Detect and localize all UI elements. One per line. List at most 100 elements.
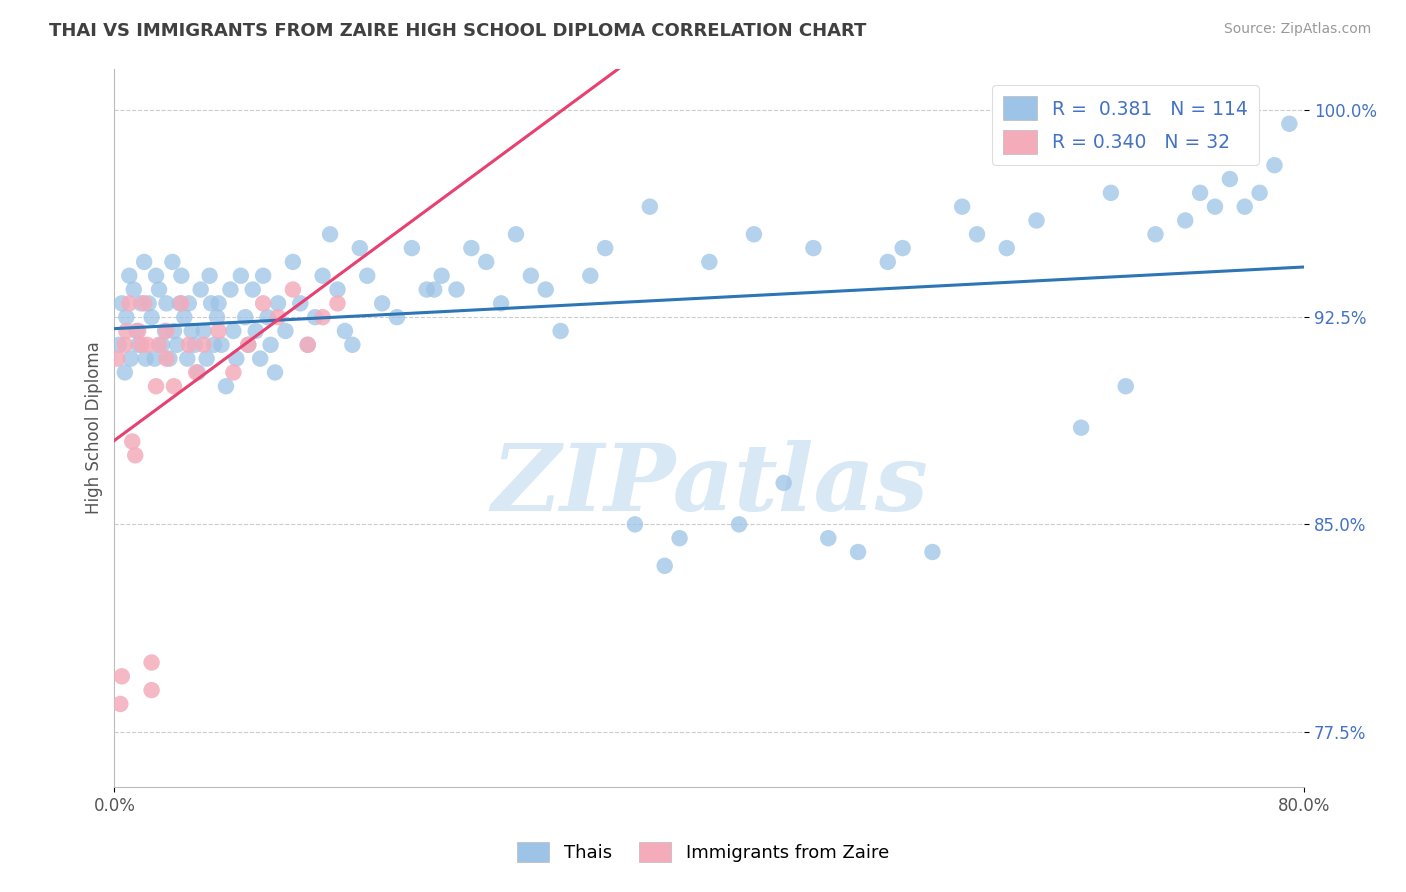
Point <box>115 324 138 338</box>
Point <box>134 296 156 310</box>
Point <box>803 241 825 255</box>
Point <box>876 255 898 269</box>
Point <box>136 338 159 352</box>
Point <box>249 351 271 366</box>
Point <box>593 241 616 255</box>
Point <box>304 310 326 325</box>
Point <box>124 448 146 462</box>
Point <box>150 338 173 352</box>
Point <box>153 324 176 338</box>
Point <box>311 268 333 283</box>
Point <box>219 283 242 297</box>
Text: ZIPatlas: ZIPatlas <box>491 440 928 530</box>
Point <box>1144 227 1167 242</box>
Text: THAI VS IMMIGRANTS FROM ZAIRE HIGH SCHOOL DIPLOMA CORRELATION CHART: THAI VS IMMIGRANTS FROM ZAIRE HIGH SCHOO… <box>49 22 866 40</box>
Point <box>183 338 205 352</box>
Point <box>225 351 247 366</box>
Point <box>259 338 281 352</box>
Point <box>995 241 1018 255</box>
Point <box>159 351 181 366</box>
Point <box>333 324 356 338</box>
Point <box>505 227 527 242</box>
Point <box>1115 379 1137 393</box>
Point <box>198 268 221 283</box>
Point <box>163 379 186 393</box>
Point <box>371 296 394 310</box>
Point <box>125 324 148 338</box>
Point <box>135 351 157 366</box>
Point <box>921 545 943 559</box>
Text: Source: ZipAtlas.com: Source: ZipAtlas.com <box>1223 22 1371 37</box>
Point <box>654 558 676 573</box>
Point <box>170 268 193 283</box>
Point <box>430 268 453 283</box>
Point <box>176 351 198 366</box>
Point <box>624 517 647 532</box>
Point <box>114 366 136 380</box>
Point <box>534 283 557 297</box>
Y-axis label: High School Diploma: High School Diploma <box>86 342 103 514</box>
Point <box>728 517 751 532</box>
Point <box>180 324 202 338</box>
Point <box>177 296 200 310</box>
Point <box>550 324 572 338</box>
Point <box>163 324 186 338</box>
Point <box>162 255 184 269</box>
Point <box>817 531 839 545</box>
Point <box>697 255 720 269</box>
Point <box>311 310 333 325</box>
Point <box>170 296 193 310</box>
Point <box>141 656 163 670</box>
Point <box>211 338 233 352</box>
Point <box>1233 200 1256 214</box>
Point <box>1278 117 1301 131</box>
Point <box>1099 186 1122 200</box>
Point <box>120 351 142 366</box>
Point <box>222 366 245 380</box>
Point <box>281 283 304 297</box>
Point <box>668 531 690 545</box>
Point <box>638 200 661 214</box>
Point <box>1204 200 1226 214</box>
Point <box>489 296 512 310</box>
Point <box>446 283 468 297</box>
Point <box>1174 213 1197 227</box>
Point <box>121 434 143 449</box>
Point <box>148 338 170 352</box>
Point <box>115 310 138 325</box>
Point <box>950 200 973 214</box>
Point <box>252 268 274 283</box>
Point <box>229 268 252 283</box>
Point <box>155 324 177 338</box>
Point <box>114 338 136 352</box>
Point <box>252 296 274 310</box>
Point <box>145 268 167 283</box>
Point <box>1189 186 1212 200</box>
Point <box>290 296 312 310</box>
Point <box>264 366 287 380</box>
Point <box>205 310 228 325</box>
Point <box>423 283 446 297</box>
Point <box>138 296 160 310</box>
Point <box>155 351 177 366</box>
Point <box>145 379 167 393</box>
Point <box>297 338 319 352</box>
Point <box>319 227 342 242</box>
Point <box>127 338 149 352</box>
Point <box>173 310 195 325</box>
Point <box>195 351 218 366</box>
Point <box>579 268 602 283</box>
Point <box>256 310 278 325</box>
Point <box>267 296 290 310</box>
Point <box>148 283 170 297</box>
Point <box>166 338 188 352</box>
Point <box>118 268 141 283</box>
Point <box>846 545 869 559</box>
Point <box>1219 172 1241 186</box>
Point <box>187 366 209 380</box>
Point <box>111 296 134 310</box>
Point <box>193 324 215 338</box>
Point <box>401 241 423 255</box>
Point <box>1263 158 1285 172</box>
Point <box>177 338 200 352</box>
